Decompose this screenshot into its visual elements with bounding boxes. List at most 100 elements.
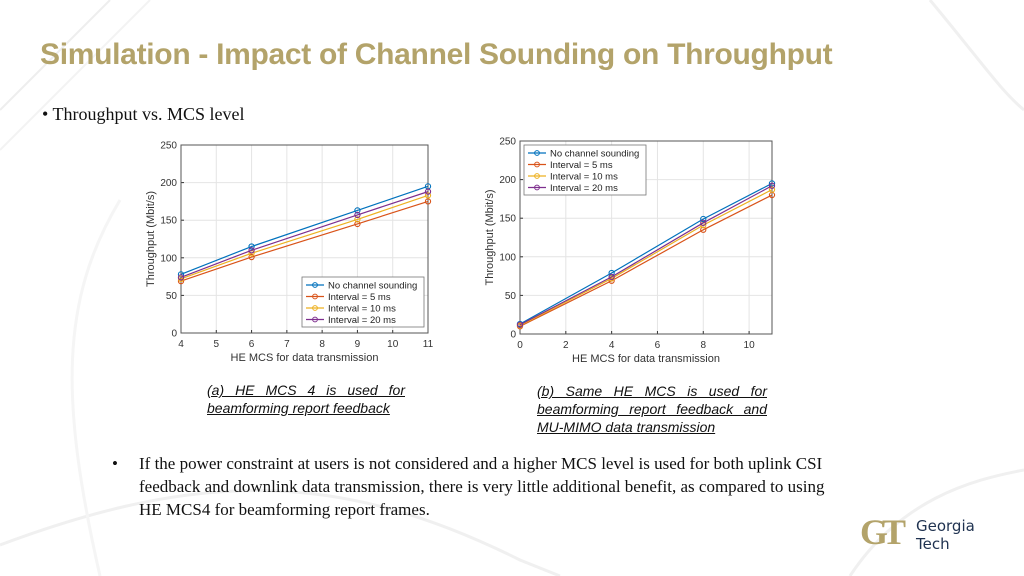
legend-marker (312, 293, 318, 300)
data-point (424, 192, 432, 199)
series-line (180, 200, 429, 282)
legend-label: Interval = 20 ms (550, 183, 618, 194)
legend-label: No channel sounding (328, 281, 417, 292)
x-tick-label: 5 (214, 339, 220, 350)
bullet-conclusion: • If the power constraint at users is no… (112, 452, 842, 521)
y-tick-label: 100 (499, 252, 516, 263)
legend-label: Interval = 20 ms (328, 315, 396, 326)
x-tick-label: 9 (355, 339, 361, 350)
legend-item: No channel sounding (306, 281, 417, 292)
legend-item: No channel sounding (528, 149, 639, 160)
legend-item: Interval = 5 ms (528, 160, 613, 171)
data-point (700, 215, 707, 223)
legend-label: Interval = 10 ms (550, 172, 618, 183)
x-tick-label: 7 (284, 339, 290, 350)
y-tick-label: 150 (499, 214, 516, 225)
bullet-throughput-vs-mcs: • Throughput vs. MCS level (42, 104, 245, 125)
data-point (424, 188, 432, 195)
legend-item: Interval = 5 ms (306, 292, 391, 303)
data-point (354, 216, 361, 223)
bullet-marker: • (112, 454, 118, 473)
legend-item: Interval = 10 ms (528, 172, 618, 183)
data-point (177, 274, 185, 281)
x-tick-label: 4 (609, 340, 615, 351)
logo-line-1: Georgia (916, 517, 975, 535)
data-point (700, 226, 707, 233)
y-tick-label: 50 (166, 291, 178, 302)
y-tick-label: 50 (505, 291, 517, 302)
slide-title: Simulation - Impact of Channel Sounding … (40, 38, 833, 71)
y-tick-label: 250 (160, 141, 177, 152)
legend-label: Interval = 5 ms (550, 160, 613, 171)
gt-monogram-icon: GT (860, 512, 906, 552)
data-point (700, 219, 707, 226)
plot-frame (180, 144, 429, 334)
x-tick-label: 8 (700, 340, 706, 351)
legend-marker (534, 150, 540, 156)
legend-marker (312, 282, 318, 288)
x-axis-label: HE MCS for data transmission (231, 352, 379, 364)
x-tick-label: 10 (387, 339, 399, 350)
legend-marker (534, 184, 540, 191)
series-line (519, 185, 773, 326)
data-point (248, 243, 255, 250)
x-axis-label: HE MCS for data transmission (572, 353, 720, 365)
legend-label: Interval = 10 ms (328, 304, 396, 315)
caption-a: (a) HE MCS 4 is used for beamforming rep… (207, 382, 405, 416)
legend-label: No channel sounding (550, 149, 639, 160)
georgia-tech-logo: GT Georgia Tech (860, 514, 1000, 558)
legend-marker (534, 173, 540, 179)
logo-line-2: Tech (916, 535, 950, 553)
data-point (424, 198, 432, 205)
legend-item: Interval = 20 ms (528, 183, 618, 194)
data-point (354, 207, 361, 214)
legend-marker (312, 305, 318, 311)
series-line (180, 191, 429, 278)
series-line (519, 182, 773, 325)
y-tick-label: 250 (499, 137, 516, 148)
series-line (180, 185, 429, 275)
series-line (180, 194, 429, 280)
legend-marker (534, 161, 540, 168)
data-point (354, 220, 361, 228)
bullet-text: Throughput vs. MCS level (52, 104, 245, 124)
logo-wordmark: Georgia Tech (916, 517, 975, 553)
data-point (516, 321, 524, 328)
data-point (248, 247, 255, 254)
y-tick-label: 150 (160, 216, 177, 227)
series-line (519, 189, 773, 327)
data-point (248, 253, 255, 261)
bullet-marker: • (42, 104, 49, 124)
data-point (768, 182, 776, 189)
data-point (608, 273, 615, 281)
x-tick-label: 6 (655, 340, 661, 351)
y-tick-label: 0 (171, 329, 177, 340)
y-tick-label: 0 (510, 330, 516, 341)
series-line (519, 194, 773, 327)
bullet-text: If the power constraint at users is not … (139, 454, 825, 519)
legend-item: Interval = 10 ms (306, 304, 396, 315)
legend-label: Interval = 5 ms (328, 292, 391, 303)
y-axis-label: Throughput (Mbit/s) (484, 190, 496, 286)
chart-a-throughput-vs-mcs: 4 5 6 7 8 9 10 11 0 50 100 150 200 250 HE MCS for data… (145, 141, 434, 365)
x-tick-label: 4 (178, 339, 184, 350)
caption-b: (b) Same HE MCS is used for beamforming … (537, 383, 767, 435)
x-tick-label: 2 (563, 340, 569, 351)
x-tick-label: 8 (319, 339, 325, 350)
legend-marker (312, 316, 318, 323)
y-tick-label: 200 (160, 178, 177, 189)
y-tick-label: 100 (160, 253, 177, 264)
x-tick-label: 0 (517, 340, 523, 351)
data-point (768, 186, 776, 193)
y-tick-label: 200 (499, 175, 516, 186)
x-tick-label: 10 (744, 340, 756, 351)
data-point (354, 211, 361, 219)
y-axis-label: Throughput (Mbit/s) (145, 191, 157, 287)
legend-item: Interval = 20 ms (306, 315, 396, 326)
x-tick-label: 11 (423, 339, 434, 350)
x-tick-label: 6 (249, 339, 255, 350)
plot-frame (519, 140, 773, 335)
